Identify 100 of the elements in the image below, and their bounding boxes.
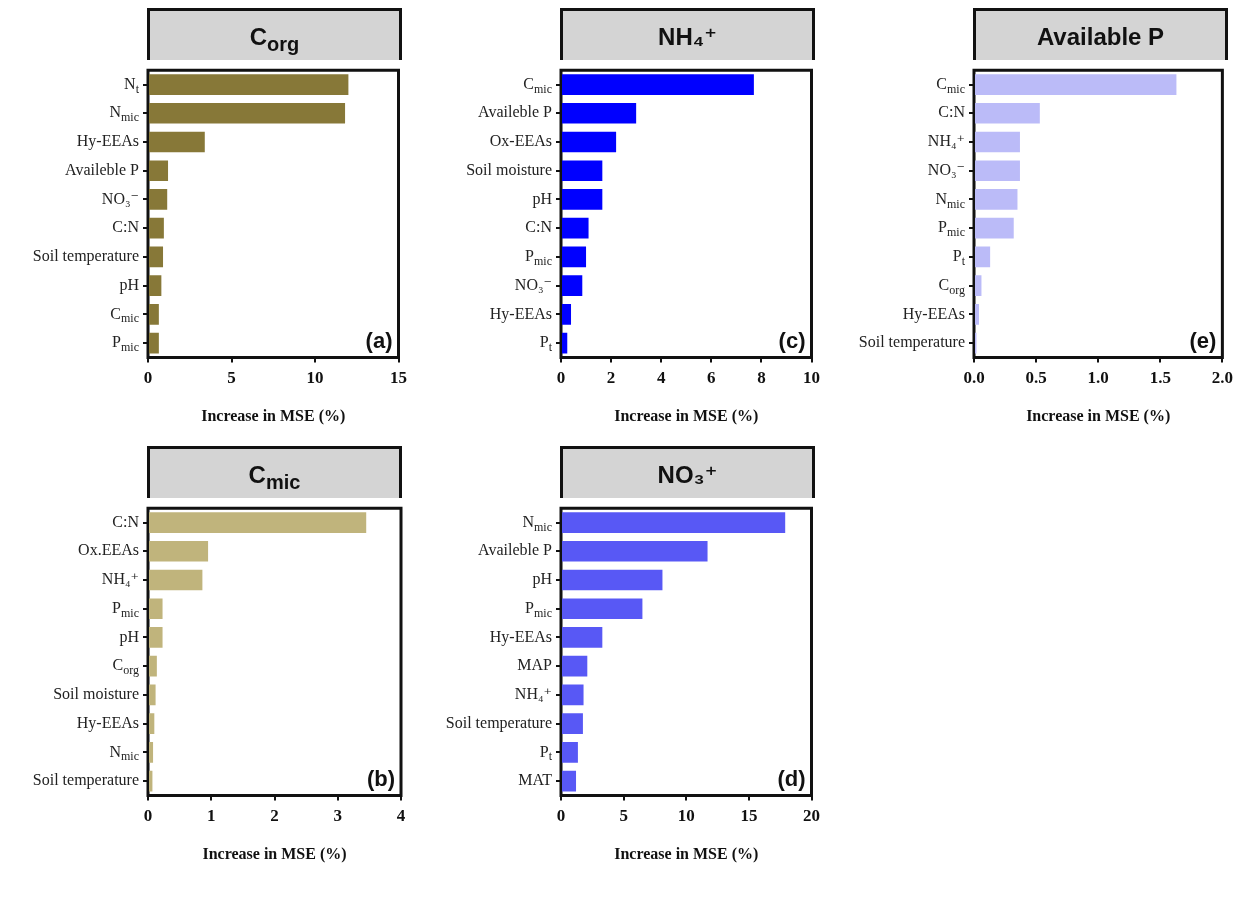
- bar: [975, 303, 979, 325]
- bar: [562, 303, 572, 325]
- x-tick-label: 5: [619, 805, 628, 825]
- bar: [975, 131, 1020, 153]
- chart-title: C$_{mic}$: [147, 446, 402, 498]
- bar: [149, 655, 157, 677]
- bar: [975, 160, 1020, 182]
- bar: [149, 627, 163, 648]
- bar: [562, 74, 754, 95]
- y-tick-label: MAT: [518, 771, 553, 789]
- chart-title: NO₃⁺: [560, 446, 815, 498]
- bar: [149, 102, 346, 124]
- y-tick-label: Hy-EEAs: [902, 304, 966, 323]
- bar: [562, 246, 587, 268]
- bar: [562, 598, 643, 620]
- x-tick-label: 4: [656, 367, 666, 387]
- y-tick-label: C:N: [525, 218, 553, 236]
- annotation: (d): [777, 766, 806, 792]
- x-tick-label: 1.0: [1087, 367, 1109, 387]
- x-tick-label: 10: [677, 805, 695, 825]
- bar: [149, 569, 203, 591]
- x-tick-label: 20: [803, 805, 820, 825]
- bar: [149, 332, 159, 354]
- x-tick-label: 1.5: [1149, 367, 1171, 387]
- bar: [562, 160, 603, 182]
- x-tick-label: 0: [143, 367, 153, 387]
- chart-title: C$_{org}$: [147, 8, 402, 60]
- bar: [562, 770, 577, 792]
- x-tick-label: 15: [390, 367, 407, 387]
- bar: [562, 275, 583, 296]
- bar: [562, 102, 637, 124]
- y-tick-label: Soil moisture: [466, 160, 552, 178]
- bar: [149, 741, 154, 763]
- y-tick-label: NO₃⁻: [101, 189, 140, 207]
- x-tick-label: 15: [740, 805, 758, 825]
- bar: [562, 569, 663, 591]
- y-tick-label: NO₃⁻: [514, 275, 553, 293]
- y-tick-label: pH: [119, 275, 140, 294]
- bar: [149, 246, 164, 268]
- y-tick-label: Soil temperature: [32, 771, 139, 790]
- x-axis-title: Increase in MSE (%): [201, 406, 346, 425]
- x-tick-label: 5: [227, 367, 236, 387]
- x-tick-label: 3: [333, 805, 342, 825]
- y-tick-label: Availeble P: [65, 160, 140, 178]
- bar: [149, 684, 156, 706]
- y-tick-label: C:N: [938, 103, 966, 121]
- y-tick-label: C:N: [112, 512, 140, 530]
- y-tick-label: Soil temperature: [32, 247, 139, 266]
- annotation: (b): [366, 766, 395, 792]
- annotation: (e): [1189, 328, 1217, 354]
- x-tick-label: 0: [556, 805, 566, 825]
- bar: [975, 189, 1018, 210]
- bar: [149, 598, 163, 620]
- x-tick-label: 4: [396, 805, 406, 825]
- bar: [562, 512, 786, 533]
- chart-title: Available P: [973, 8, 1228, 60]
- bar: [562, 684, 584, 706]
- x-tick-label: 2: [606, 367, 616, 387]
- y-tick-label: MAP: [517, 656, 553, 674]
- bar: [562, 131, 617, 153]
- bar: [149, 74, 349, 95]
- x-tick-label: 1: [207, 805, 216, 825]
- bar: [975, 102, 1040, 124]
- annotation: (c): [778, 328, 806, 354]
- y-tick-label: Ox-EEAs: [489, 132, 553, 150]
- bar: [149, 131, 205, 153]
- x-axis-title: Increase in MSE (%): [614, 844, 759, 863]
- y-tick-label: Soil temperature: [445, 713, 552, 732]
- bar: [149, 217, 164, 239]
- bar: [562, 217, 589, 239]
- y-tick-label: Soil temperature: [858, 333, 965, 352]
- y-tick-label: NH₄⁺: [927, 132, 966, 150]
- y-tick-label: Soil moisture: [53, 685, 139, 703]
- y-tick-label: Hy-EEAs: [489, 304, 553, 323]
- x-tick-label: 6: [707, 367, 716, 387]
- x-tick-label: 2.0: [1211, 367, 1233, 387]
- bar: [562, 655, 588, 677]
- x-axis-title: Increase in MSE (%): [614, 406, 759, 425]
- bar: [562, 332, 568, 354]
- y-tick-label: Hy-EEAs: [76, 132, 140, 151]
- y-tick-label: Availeble P: [478, 541, 553, 559]
- bar: [562, 189, 603, 210]
- x-tick-label: 0.5: [1025, 367, 1047, 387]
- y-tick-label: pH: [532, 189, 553, 208]
- bar: [975, 74, 1177, 95]
- x-tick-label: 0: [556, 367, 566, 387]
- y-tick-label: NH₄⁺: [101, 570, 140, 588]
- bar: [149, 512, 367, 533]
- bar: [149, 303, 159, 325]
- y-tick-label: Availeble P: [478, 103, 553, 121]
- bar: [562, 713, 583, 734]
- y-tick-label: Hy-EEAs: [489, 627, 553, 646]
- y-tick-label: pH: [532, 570, 553, 589]
- x-tick-label: 2: [270, 805, 279, 825]
- bar: [562, 741, 578, 763]
- x-axis-title: Increase in MSE (%): [1026, 406, 1171, 425]
- x-tick-label: 8: [757, 367, 766, 387]
- annotation: (a): [365, 328, 393, 354]
- bar: [149, 275, 162, 296]
- bar: [975, 275, 982, 296]
